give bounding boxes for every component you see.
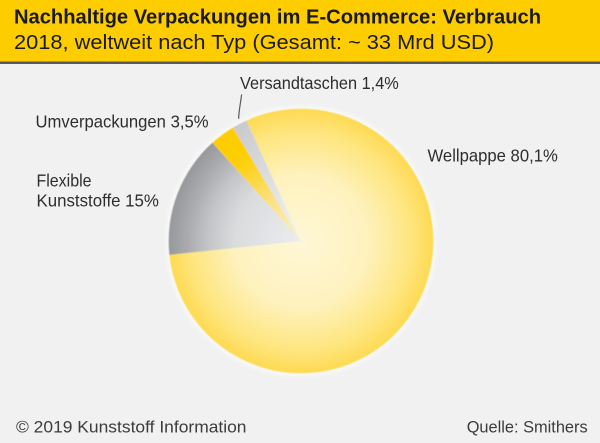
- svg-text:Versandtaschen 1,4%: Versandtaschen 1,4%: [240, 73, 399, 93]
- svg-text:© 2019 Kunststoff Information: © 2019 Kunststoff Information: [16, 418, 247, 437]
- svg-text:Kunststoffe 15%: Kunststoffe 15%: [37, 191, 159, 211]
- svg-text:Quelle: Smithers: Quelle: Smithers: [467, 418, 588, 437]
- svg-text:Nachhaltige Verpackungen im E-: Nachhaltige Verpackungen im E-Commerce: …: [14, 7, 541, 29]
- svg-text:2018, weltweit nach Typ (Gesam: 2018, weltweit nach Typ (Gesamt: ~ 33 Mr…: [14, 32, 494, 54]
- svg-text:Umverpackungen 3,5%: Umverpackungen 3,5%: [36, 111, 209, 131]
- svg-text:Wellpappe 80,1%: Wellpappe 80,1%: [428, 145, 558, 165]
- svg-text:Flexible: Flexible: [37, 170, 92, 190]
